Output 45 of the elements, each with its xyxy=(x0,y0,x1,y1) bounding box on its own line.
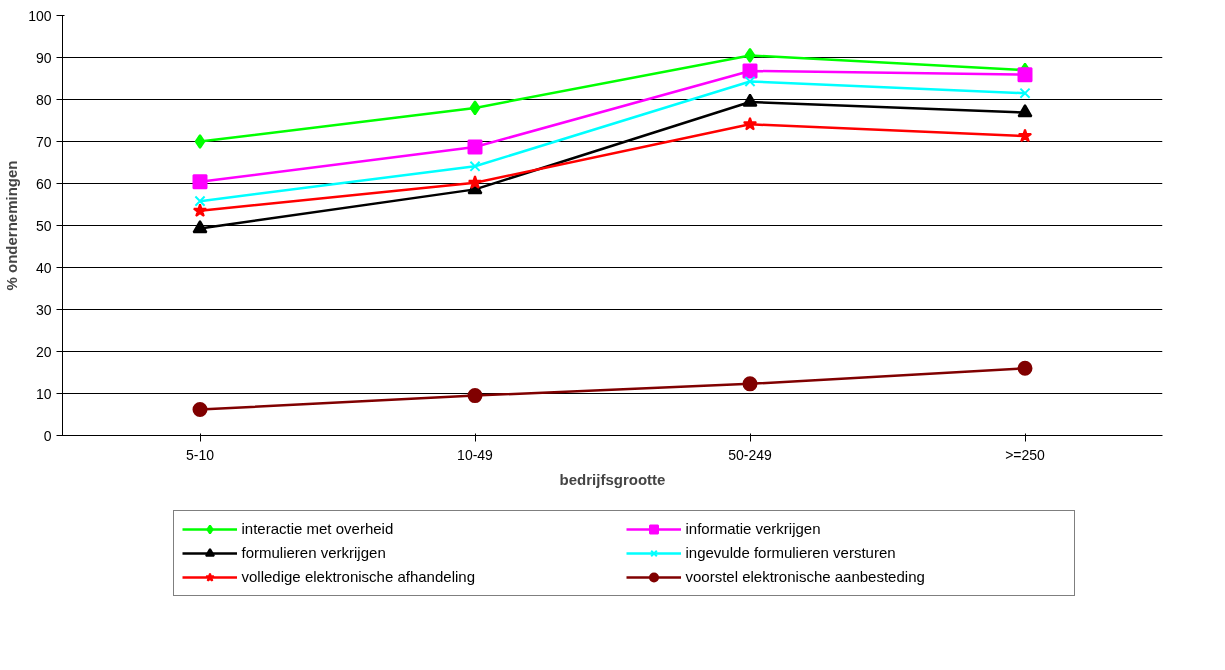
legend-label: voorstel elektronische aanbesteding xyxy=(685,568,926,585)
legend-label: interactie met overheid xyxy=(241,520,395,537)
point xyxy=(467,139,483,155)
y-tick-label: 100 xyxy=(28,7,52,24)
point xyxy=(192,219,208,234)
point xyxy=(1017,360,1033,376)
point xyxy=(467,388,483,404)
point xyxy=(192,401,208,417)
point xyxy=(742,93,758,107)
y-axis-title: % ondernemingen xyxy=(3,160,21,291)
point xyxy=(744,75,756,88)
legend-label: informatie verkrijgen xyxy=(685,520,822,537)
point xyxy=(1017,128,1033,143)
legend-label: volledige elektronische afhandeling xyxy=(241,568,476,585)
y-tick-label: 0 xyxy=(43,427,52,444)
point xyxy=(1019,87,1031,99)
y-tick-label: 10 xyxy=(35,385,52,402)
point xyxy=(194,195,206,207)
x-axis-title: bedrijfsgrootte xyxy=(559,470,666,488)
point xyxy=(192,203,208,218)
point xyxy=(742,376,758,392)
point xyxy=(467,175,483,189)
point xyxy=(742,116,758,131)
legend-label: ingevulde formulieren versturen xyxy=(685,544,897,561)
y-tick-label: 60 xyxy=(35,175,52,192)
point xyxy=(469,160,481,172)
point xyxy=(192,174,208,190)
point xyxy=(744,47,756,63)
y-tick-label: 70 xyxy=(35,133,52,150)
point xyxy=(1017,67,1033,83)
point xyxy=(742,63,758,79)
x-tick-label: 10-49 xyxy=(457,446,494,463)
x-tick-label: 5-10 xyxy=(185,446,215,463)
point xyxy=(194,134,206,149)
y-tick-label: 30 xyxy=(35,301,52,318)
y-tick-label: 20 xyxy=(35,343,52,360)
y-tick-label: 80 xyxy=(35,91,52,108)
legend-label: formulieren verkrijgen xyxy=(241,544,387,561)
y-tick-label: 50 xyxy=(35,217,52,234)
x-tick-label: >=250 xyxy=(1005,446,1046,463)
x-tick-label: 50-249 xyxy=(728,446,773,463)
y-tick-label: 90 xyxy=(35,49,52,66)
y-tick-label: 40 xyxy=(35,259,52,276)
point xyxy=(1017,104,1033,118)
point xyxy=(469,100,481,116)
